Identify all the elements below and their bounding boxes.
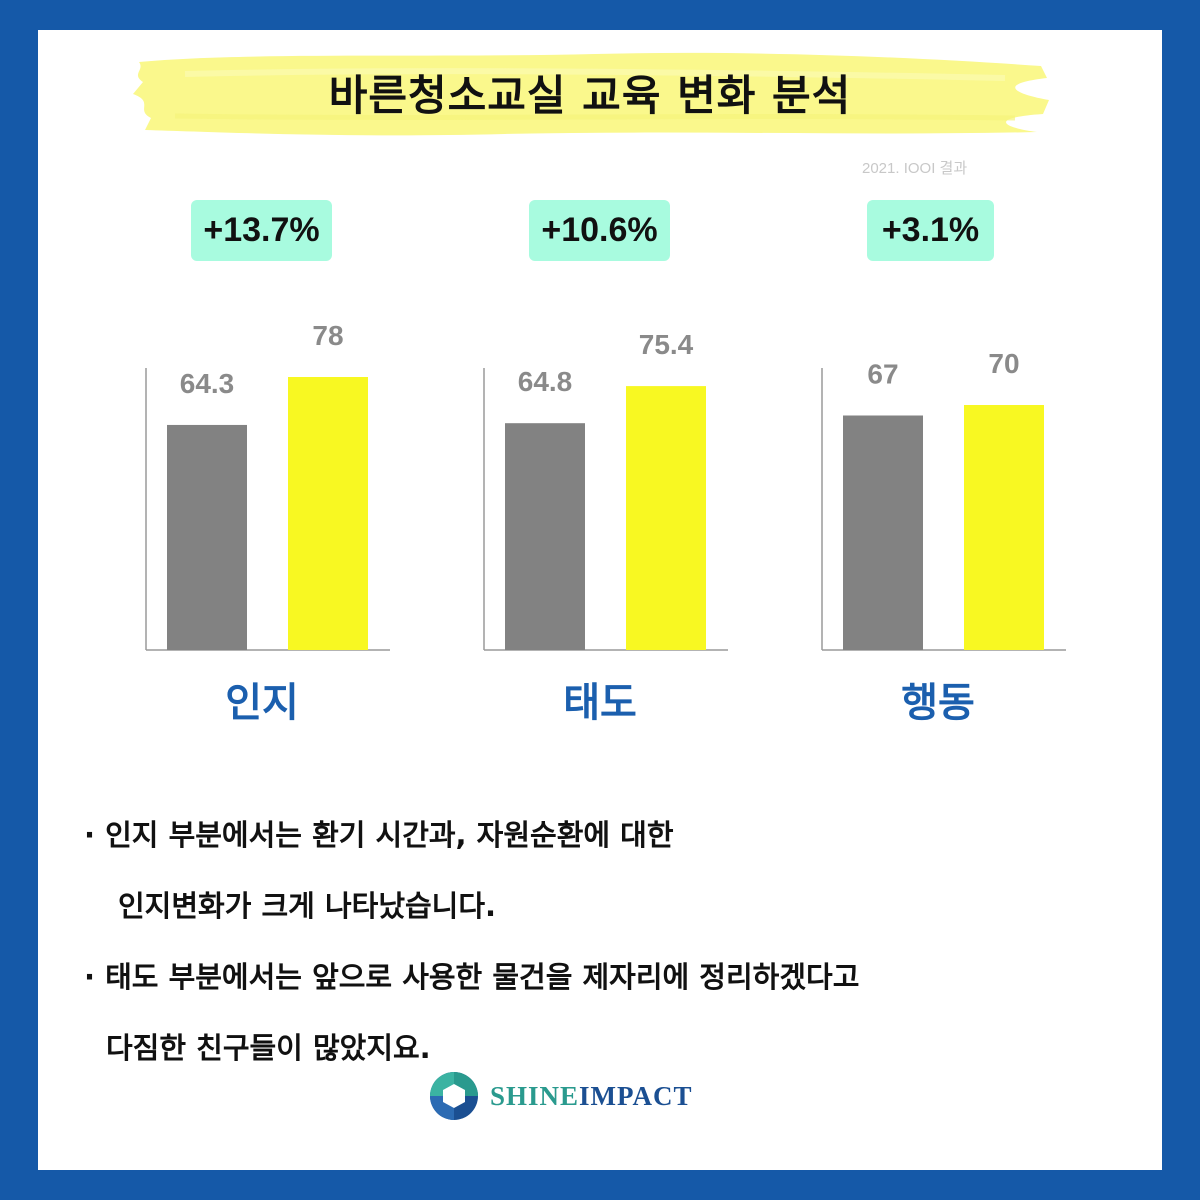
change-badge-attitude: +10.6% xyxy=(529,200,670,261)
value-label-before-attitude: 64.8 xyxy=(518,366,573,397)
value-label-after-attitude: 75.4 xyxy=(639,329,694,360)
note-line: 인지변화가 크게 나타났습니다. xyxy=(118,889,497,923)
category-label-attitude: 태도 xyxy=(563,680,637,726)
bar-before-behavior xyxy=(843,415,923,650)
change-badge-cognition: +13.7% xyxy=(191,200,332,261)
shineimpact-logo-icon xyxy=(430,1072,478,1120)
bar-after-attitude xyxy=(626,386,706,650)
change-badge-behavior: +3.1% xyxy=(867,200,994,261)
category-label-cognition: 인지 xyxy=(225,680,299,726)
bar-after-cognition xyxy=(288,377,368,650)
note-line: · 태도 부분에서는 앞으로 사용한 물건을 제자리에 정리하겠다고 xyxy=(84,960,860,994)
bar-before-cognition xyxy=(167,424,247,650)
brand-impact-text: IMPACT xyxy=(579,1080,693,1111)
page-title: 바른청소교실 교육 변화 분석 xyxy=(328,70,852,120)
note-line: 다짐한 친구들이 많았지요. xyxy=(106,1031,431,1065)
bar-after-behavior xyxy=(964,405,1044,650)
note-line: · 인지 부분에서는 환기 시간과, 자원순환에 대한 xyxy=(84,818,674,852)
category-label-behavior: 행동 xyxy=(901,680,975,726)
brand-shine-text: SHINE xyxy=(490,1080,580,1111)
value-label-after-behavior: 70 xyxy=(988,348,1019,379)
title-highlight-brush xyxy=(133,52,1049,136)
bar-chart: 64.3 78 64.8 75.4 67 70 xyxy=(145,320,1066,651)
value-label-before-cognition: 64.3 xyxy=(180,368,235,399)
subtitle: 2021. IOOI 결과 xyxy=(862,160,968,177)
value-label-before-behavior: 67 xyxy=(867,359,898,390)
title-banner: 바른청소교실 교육 변화 분석 xyxy=(125,44,1055,140)
brand-name: SHINEIMPACT xyxy=(490,1081,693,1112)
brand-footer: SHINEIMPACT xyxy=(428,1068,693,1124)
bar-before-attitude xyxy=(505,423,585,650)
value-label-after-cognition: 78 xyxy=(312,320,343,351)
